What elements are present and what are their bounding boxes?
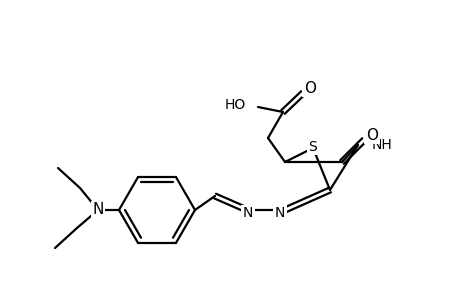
Text: HO: HO: [224, 98, 246, 112]
Text: NH: NH: [371, 138, 392, 152]
Text: S: S: [308, 140, 317, 154]
Text: N: N: [274, 206, 285, 220]
Text: O: O: [303, 80, 315, 95]
Text: N: N: [242, 206, 252, 220]
Text: N: N: [92, 202, 103, 217]
Text: O: O: [365, 128, 377, 142]
